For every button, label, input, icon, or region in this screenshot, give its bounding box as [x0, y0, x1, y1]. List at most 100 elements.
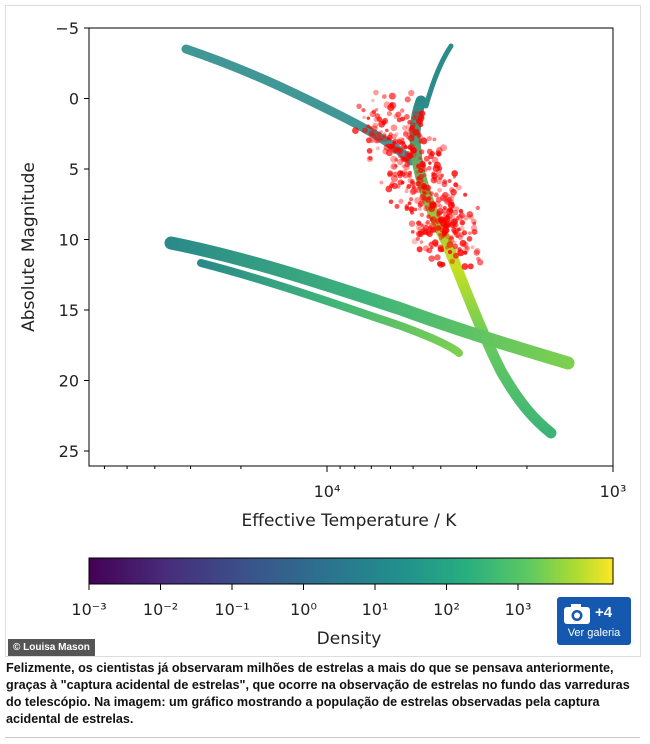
red-point — [412, 110, 420, 118]
red-point — [422, 173, 427, 178]
y-tick-label: 15 — [59, 301, 79, 320]
red-point — [450, 205, 455, 209]
colorbar-tick-label: 10⁻³ — [71, 600, 106, 619]
red-point — [373, 138, 380, 144]
red-point — [417, 206, 422, 211]
red-point — [369, 110, 377, 118]
red-point — [429, 216, 437, 224]
red-point — [385, 185, 393, 193]
red-point — [409, 188, 417, 196]
red-point — [428, 205, 436, 213]
red-point — [381, 136, 388, 143]
red-point — [433, 192, 439, 198]
red-point — [425, 220, 431, 225]
red-point — [454, 206, 460, 212]
red-point — [401, 143, 407, 149]
red-point — [417, 230, 424, 238]
red-point — [445, 199, 450, 204]
colorbar-tick-label: 10² — [433, 600, 460, 619]
red-point — [415, 224, 421, 230]
red-point — [387, 172, 393, 178]
red-point — [415, 236, 420, 241]
red-point — [417, 202, 423, 208]
red-point — [394, 203, 400, 209]
x-tick-label: 10⁴ — [314, 482, 341, 501]
red-point — [436, 179, 442, 185]
red-point — [388, 199, 394, 205]
red-point — [428, 153, 434, 160]
red-point — [371, 98, 375, 103]
red-point — [462, 241, 469, 248]
x-tick-label: 10³ — [600, 482, 627, 501]
red-point — [389, 102, 394, 107]
red-point — [401, 164, 406, 169]
red-point — [408, 89, 415, 97]
figure-image: −5 0 5 10 15 20 25 10⁴ 10³ Effective Temperature … — [5, 5, 641, 657]
red-point — [398, 198, 404, 204]
red-point — [400, 116, 406, 122]
red-point — [416, 176, 421, 181]
red-point — [385, 128, 389, 133]
plot-frame — [88, 27, 614, 467]
red-point — [430, 227, 437, 233]
red-point — [436, 208, 444, 215]
red-point — [472, 221, 477, 226]
red-point — [390, 175, 398, 183]
red-point — [435, 225, 442, 231]
red-point — [446, 196, 453, 203]
red-point — [410, 147, 417, 154]
red-point — [352, 127, 359, 134]
red-point — [457, 228, 461, 232]
red-point — [388, 92, 396, 100]
red-point — [446, 193, 452, 200]
red-point — [438, 204, 443, 209]
red-point — [375, 136, 383, 144]
red-point — [386, 111, 392, 117]
red-point — [426, 247, 433, 254]
red-point — [413, 207, 418, 212]
gallery-label: Ver galeria — [567, 627, 621, 639]
red-point — [446, 208, 454, 216]
red-point — [379, 130, 383, 134]
red-point — [428, 161, 432, 165]
red-point — [420, 199, 426, 204]
red-point — [356, 103, 362, 109]
red-point — [366, 124, 370, 129]
gallery-button[interactable]: +4 Ver galeria — [557, 597, 631, 645]
red-point — [442, 205, 447, 211]
red-point — [403, 156, 409, 162]
red-point — [470, 245, 475, 250]
caption: Felizmente, os cientistas já observaram … — [6, 661, 630, 726]
red-point — [457, 249, 465, 257]
red-point — [416, 163, 422, 169]
red-point — [458, 212, 465, 219]
y-axis-label: Absolute Magnitude — [19, 162, 39, 332]
red-point — [415, 170, 420, 174]
red-point — [383, 134, 387, 138]
red-point — [449, 213, 456, 220]
red-point — [413, 189, 418, 194]
red-point — [426, 148, 433, 155]
red-point — [417, 134, 424, 140]
camera-icon — [564, 604, 590, 624]
red-point — [458, 208, 464, 214]
red-point — [395, 111, 402, 118]
red-point — [456, 214, 464, 221]
red-point — [392, 138, 398, 145]
red-point — [385, 149, 393, 157]
colorbar-tick-label: 10⁻¹ — [214, 600, 249, 619]
red-point — [440, 261, 446, 268]
red-point — [437, 212, 441, 217]
red-point — [401, 137, 405, 142]
red-point — [402, 171, 410, 179]
red-point — [442, 211, 448, 217]
red-point — [390, 163, 397, 170]
x-axis-label: Effective Temperature / K — [242, 511, 458, 531]
red-point — [449, 258, 455, 265]
red-point — [407, 177, 413, 184]
red-point — [463, 192, 468, 197]
red-point — [362, 115, 366, 119]
red-point — [375, 146, 380, 151]
red-point — [396, 147, 404, 155]
red-point — [438, 233, 442, 237]
